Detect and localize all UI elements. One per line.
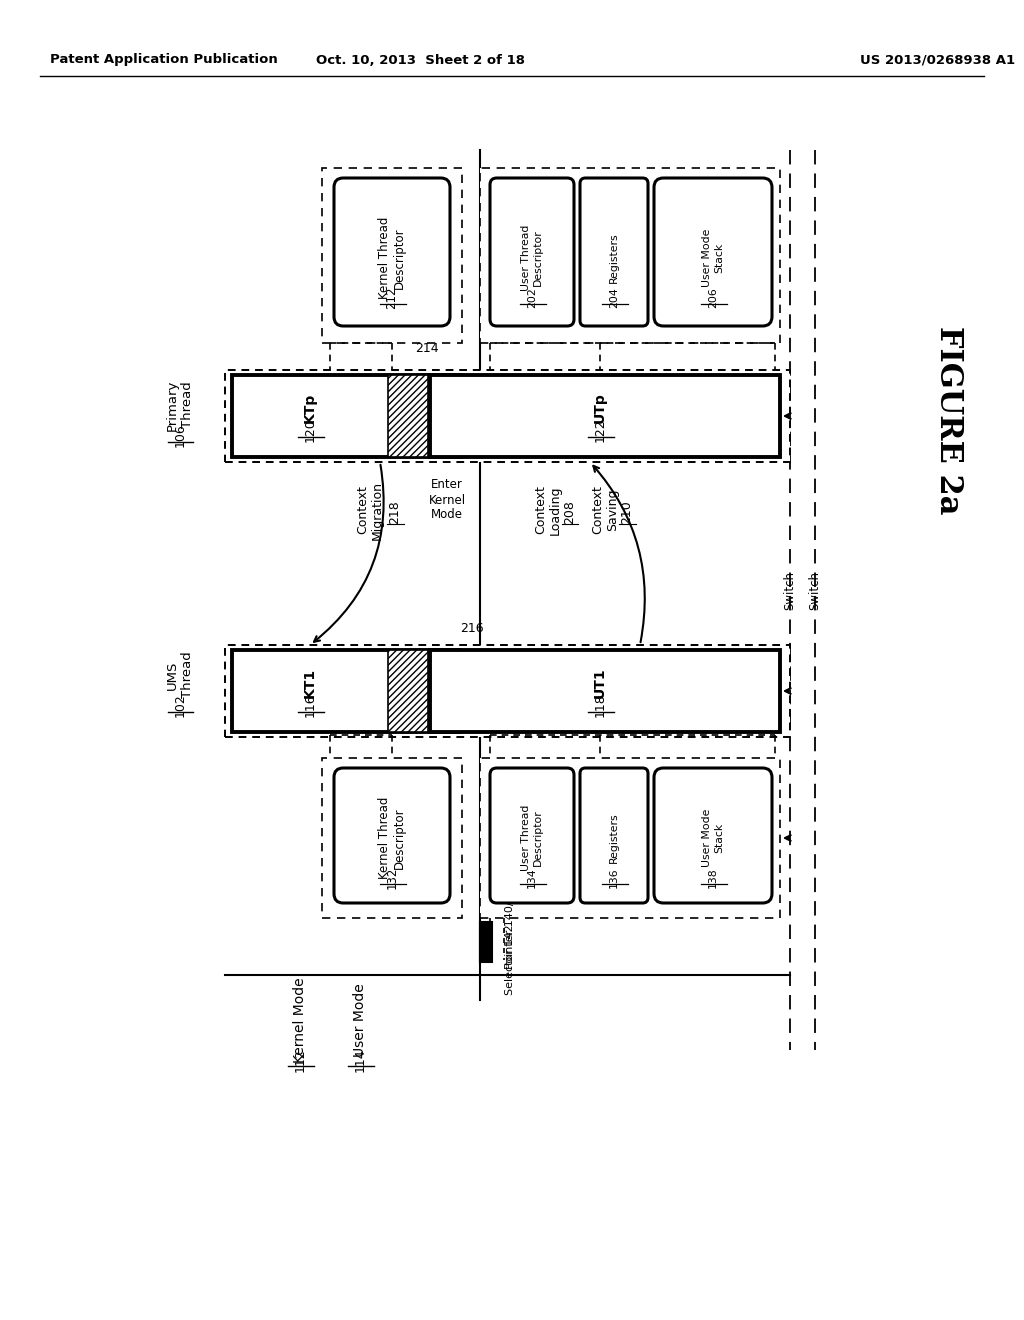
Text: Registers: Registers (609, 813, 618, 863)
FancyBboxPatch shape (490, 178, 574, 326)
Bar (480, 921, 492, 962)
Text: Kernel Thread
Descriptor: Kernel Thread Descriptor (378, 797, 406, 879)
Text: Selector 142: Selector 142 (505, 925, 515, 995)
Text: 120: 120 (303, 418, 316, 442)
Text: Kernel Thread
Descriptor: Kernel Thread Descriptor (378, 216, 406, 300)
Text: Context
Saving: Context Saving (591, 486, 618, 535)
Text: US 2013/0268938 A1: US 2013/0268938 A1 (860, 54, 1015, 66)
Text: User Mode
Stack: User Mode Stack (702, 809, 724, 867)
Text: 216: 216 (460, 622, 483, 635)
Text: UMS
Thread: UMS Thread (166, 652, 194, 698)
Bar (322, 168, 462, 343)
Text: 138: 138 (708, 867, 718, 888)
Text: User Mode
Stack: User Mode Stack (702, 228, 724, 288)
FancyBboxPatch shape (490, 768, 574, 903)
Text: 208: 208 (563, 500, 577, 524)
Text: Context
Migration: Context Migration (356, 480, 384, 540)
Text: 118: 118 (594, 693, 606, 717)
FancyBboxPatch shape (334, 178, 450, 326)
Text: 134: 134 (527, 867, 537, 888)
Text: KTp: KTp (303, 393, 317, 424)
Text: Switch: Switch (809, 570, 821, 610)
Bar (430, 375, 780, 457)
Text: 206: 206 (708, 288, 718, 309)
Text: User Mode: User Mode (353, 983, 367, 1057)
Text: Context
Loading: Context Loading (534, 486, 562, 535)
Text: 116: 116 (303, 693, 316, 717)
Text: 214: 214 (415, 342, 438, 355)
FancyBboxPatch shape (580, 768, 648, 903)
Bar (430, 649, 780, 733)
Text: 114: 114 (353, 1048, 367, 1072)
Text: FIGURE 2a: FIGURE 2a (933, 326, 964, 515)
Bar (225, 645, 790, 737)
Text: 218: 218 (388, 500, 401, 524)
Text: Patent Application Publication: Patent Application Publication (50, 54, 278, 66)
Bar (232, 649, 460, 733)
Bar (388, 649, 428, 733)
Bar (225, 370, 790, 462)
Text: 204: 204 (609, 288, 618, 309)
Bar (232, 375, 460, 457)
Text: KT1: KT1 (303, 668, 317, 698)
FancyBboxPatch shape (654, 768, 772, 903)
Text: User Thread
Descriptor: User Thread Descriptor (521, 805, 543, 871)
FancyBboxPatch shape (580, 178, 648, 326)
Bar (388, 375, 428, 457)
Bar (322, 758, 462, 917)
Text: UTp: UTp (593, 392, 607, 424)
Text: 132: 132 (385, 867, 398, 890)
Text: 210: 210 (621, 500, 634, 524)
Text: 122: 122 (594, 418, 606, 442)
Bar (388, 375, 428, 457)
Text: Oct. 10, 2013  Sheet 2 of 18: Oct. 10, 2013 Sheet 2 of 18 (315, 54, 524, 66)
Text: Enter
Kernel
Mode: Enter Kernel Mode (428, 479, 466, 521)
Text: Kernel Mode: Kernel Mode (293, 977, 307, 1063)
Text: 212: 212 (385, 286, 398, 309)
Text: Registers: Registers (609, 232, 618, 284)
Bar (480, 168, 780, 343)
Text: Primary
Thread: Primary Thread (166, 379, 194, 430)
FancyBboxPatch shape (334, 768, 450, 903)
Text: 102: 102 (173, 693, 186, 717)
Text: 106: 106 (173, 424, 186, 447)
Bar (388, 649, 428, 733)
Text: Pointer 140/: Pointer 140/ (505, 902, 515, 969)
Text: 202: 202 (527, 288, 537, 309)
Bar (480, 758, 780, 917)
Text: User Thread
Descriptor: User Thread Descriptor (521, 224, 543, 292)
Text: 136: 136 (609, 867, 618, 888)
Text: Switch: Switch (783, 570, 797, 610)
Text: UT1: UT1 (593, 668, 607, 698)
Text: 112: 112 (294, 1048, 306, 1072)
FancyBboxPatch shape (654, 178, 772, 326)
